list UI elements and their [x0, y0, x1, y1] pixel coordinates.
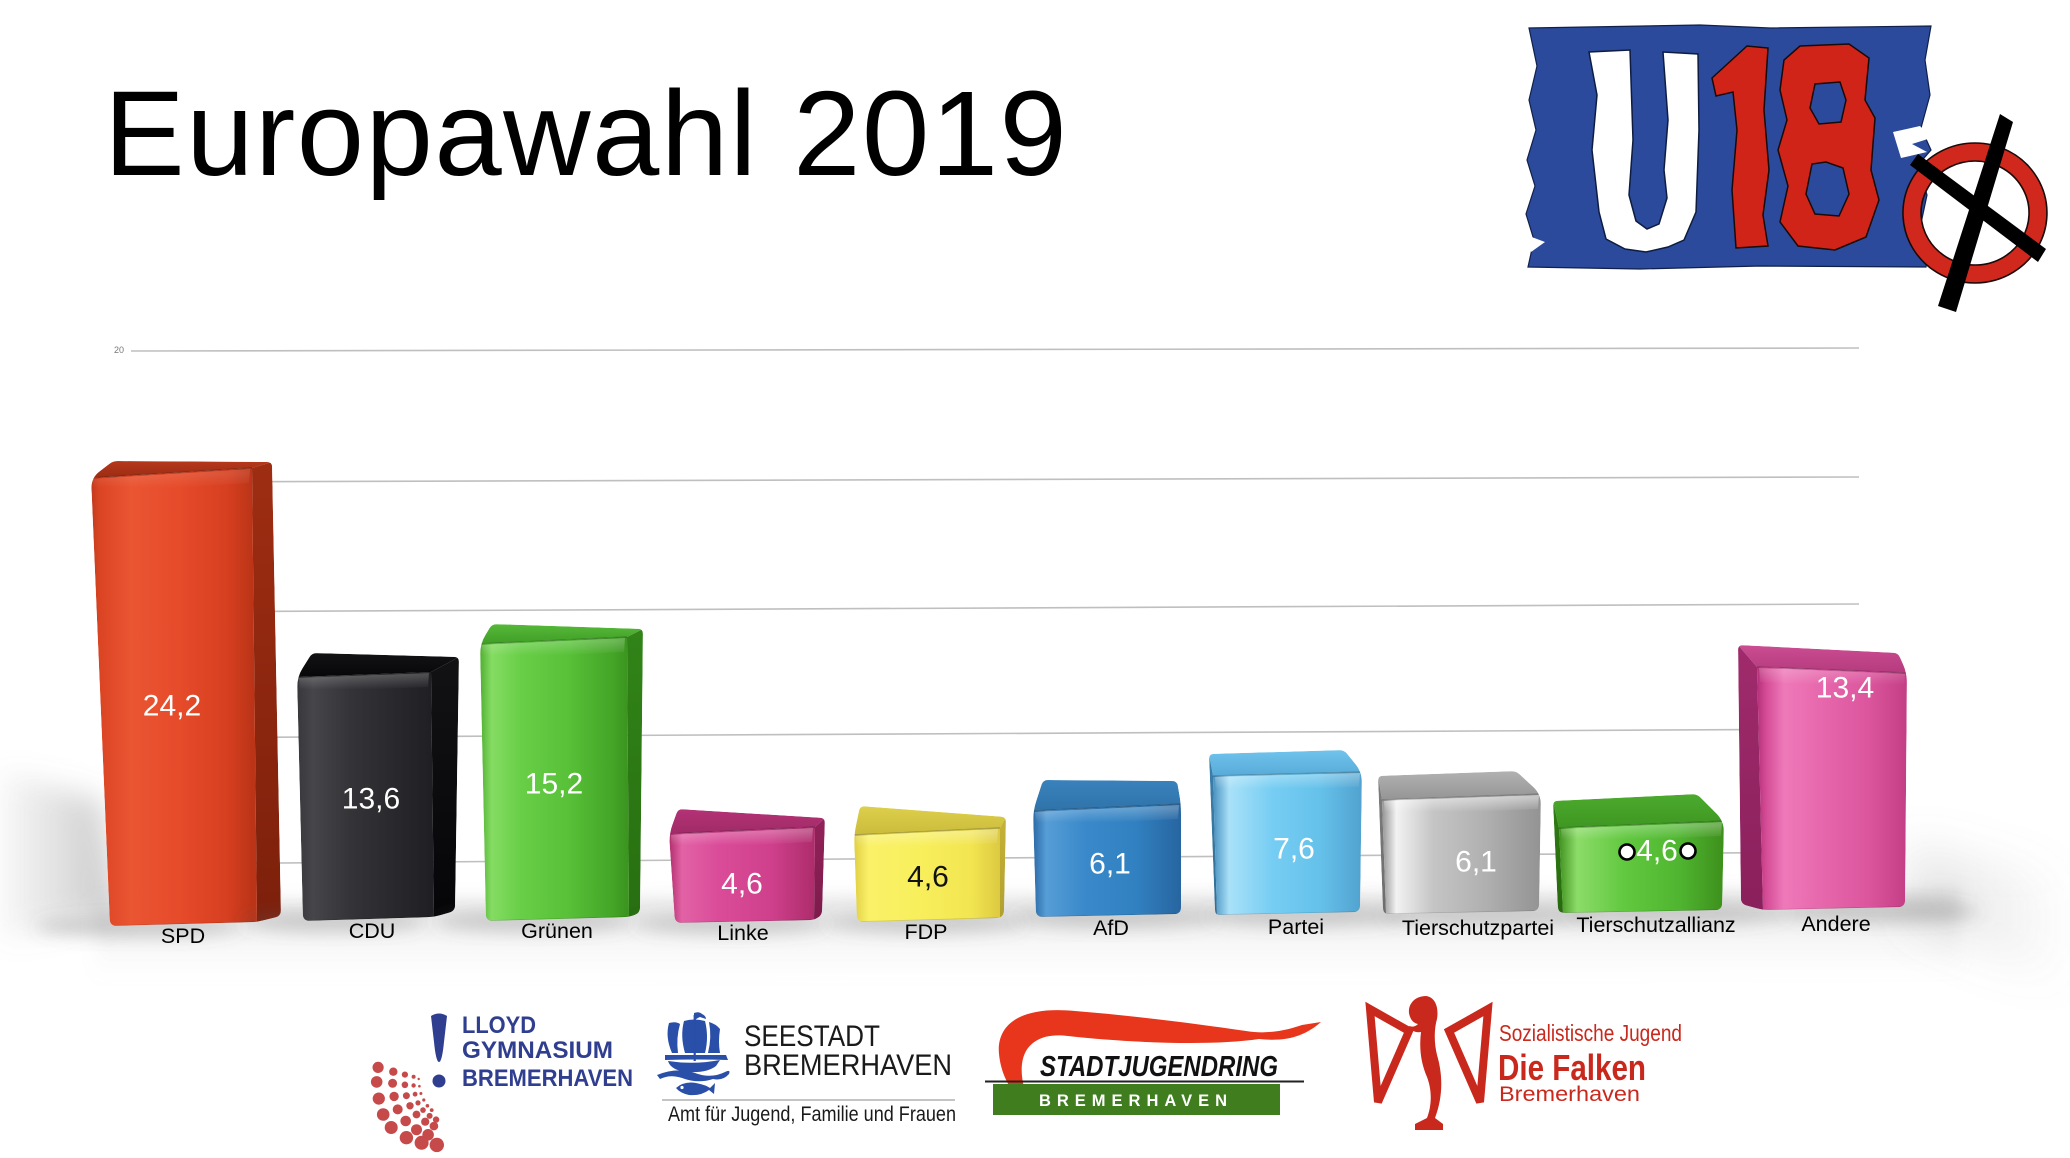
- svg-text:13,6: 13,6: [342, 783, 400, 816]
- svg-text:AfD: AfD: [1093, 916, 1129, 940]
- svg-text:Tierschutzpartei: Tierschutzpartei: [1402, 916, 1554, 940]
- svg-text:STADTJUGENDRING: STADTJUGENDRING: [1040, 1051, 1278, 1083]
- svg-text:BREMERHAVEN: BREMERHAVEN: [462, 1065, 633, 1092]
- svg-text:Europawahl 2019: Europawahl 2019: [104, 65, 1068, 201]
- svg-text:BREMERHAVEN: BREMERHAVEN: [744, 1049, 952, 1082]
- svg-text:13,4: 13,4: [1816, 672, 1874, 705]
- svg-text:Bremerhaven: Bremerhaven: [1499, 1083, 1640, 1106]
- svg-text:4,6: 4,6: [907, 861, 949, 894]
- svg-text:Partei: Partei: [1268, 915, 1324, 939]
- svg-text:15,2: 15,2: [525, 768, 583, 801]
- svg-text:Grünen: Grünen: [521, 919, 593, 943]
- svg-text:6,1: 6,1: [1455, 846, 1497, 879]
- svg-text:BREMERHAVEN: BREMERHAVEN: [1039, 1092, 1233, 1110]
- svg-text:6,1: 6,1: [1089, 848, 1131, 881]
- svg-text:Die Falken: Die Falken: [1498, 1047, 1646, 1088]
- svg-text:SPD: SPD: [161, 924, 205, 948]
- svg-text:Amt für Jugend, Familie und Fr: Amt für Jugend, Familie und Frauen: [668, 1103, 956, 1126]
- svg-text:Sozialistische Jugend: Sozialistische Jugend: [1499, 1020, 1682, 1046]
- svg-text:FDP: FDP: [905, 920, 948, 944]
- svg-text:CDU: CDU: [349, 919, 396, 943]
- svg-text:24,2: 24,2: [143, 690, 201, 723]
- svg-text:Tierschutzallianz: Tierschutzallianz: [1576, 913, 1735, 937]
- svg-text:Linke: Linke: [717, 921, 768, 945]
- svg-text:7,6: 7,6: [1273, 833, 1315, 866]
- svg-text:LLOYD: LLOYD: [462, 1012, 536, 1039]
- svg-text:20: 20: [114, 345, 124, 355]
- svg-text:GYMNASIUM: GYMNASIUM: [462, 1037, 613, 1064]
- svg-text:4,6: 4,6: [721, 868, 763, 901]
- svg-text:Andere: Andere: [1801, 912, 1870, 936]
- svg-text:4,6: 4,6: [1636, 835, 1678, 868]
- svg-text:SEESTADT: SEESTADT: [744, 1020, 880, 1053]
